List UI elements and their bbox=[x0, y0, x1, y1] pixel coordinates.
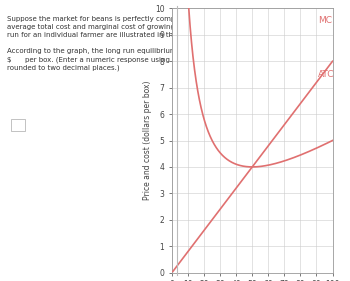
Y-axis label: Price and cost (dollars per box): Price and cost (dollars per box) bbox=[143, 81, 152, 200]
Bar bbox=[11, 119, 25, 131]
Text: MC: MC bbox=[318, 16, 332, 25]
Text: Suppose the market for beans is perfectly competitive.  The
average total cost a: Suppose the market for beans is perfectl… bbox=[7, 16, 244, 71]
Text: ATC: ATC bbox=[318, 70, 335, 79]
